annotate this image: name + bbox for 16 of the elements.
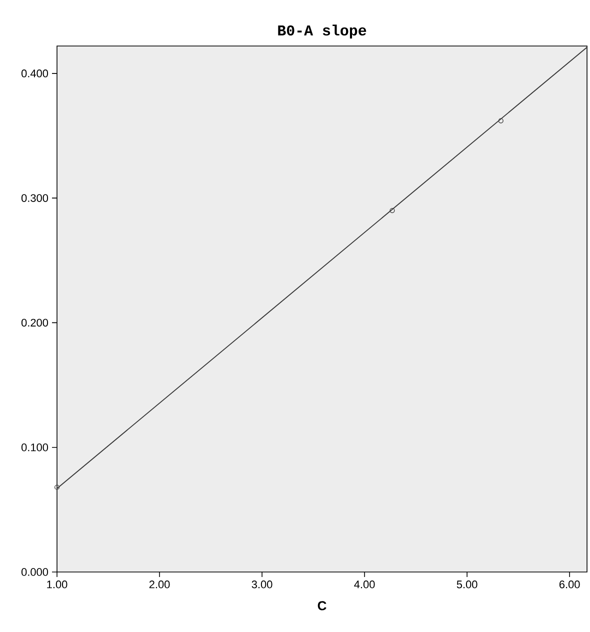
chart-title: B0-A slope (278, 24, 366, 38)
point (54, 484, 60, 490)
x-tick-label: 6.00 (559, 580, 580, 588)
point (390, 208, 395, 214)
y-tick-label: 0.300 (21, 194, 48, 202)
x-axis-title: C (318, 601, 326, 610)
point (498, 118, 504, 124)
x-tick-label: 3.00 (252, 580, 272, 588)
x-tick-label: 1.00 (47, 580, 68, 588)
y-tick-label: 0.200 (21, 318, 48, 327)
y-tick-label: 0.400 (21, 70, 48, 78)
y-tick-label: 0.100 (21, 443, 48, 452)
x-tick-label: 2.00 (149, 580, 170, 588)
x-tick-label: 5.00 (456, 580, 478, 588)
x-tick-label: 4.00 (354, 580, 375, 588)
y-tick-label: 0.000 (21, 568, 48, 576)
